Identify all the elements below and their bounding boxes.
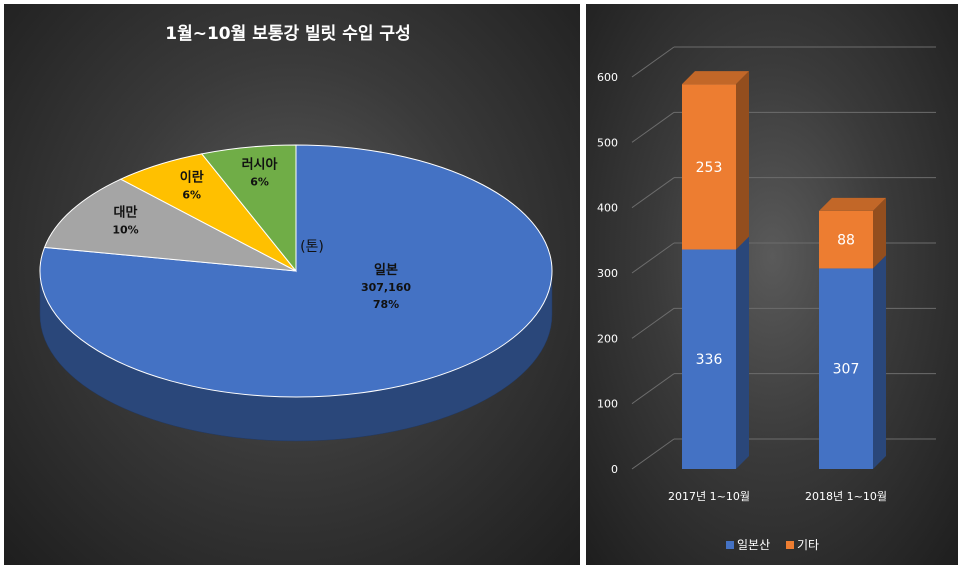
gridline-side <box>631 373 675 405</box>
bar-top-1 <box>819 197 886 211</box>
pie-chart-panel: 1월~10월 보통강 빌릿 수입 구성 일본 307,160 78% 대만 10% 이란 6… <box>4 4 580 565</box>
bar-side-1-1 <box>873 197 886 269</box>
bar-기타-0 <box>682 84 736 250</box>
y-tick-label: 300 <box>597 267 618 280</box>
pie-chart-title: 1월~10월 보통강 빌릿 수입 구성 <box>165 24 410 44</box>
bar-value-label: 307 <box>833 362 860 378</box>
y-tick-label: 400 <box>597 202 618 215</box>
pie-percent-1: 10% <box>112 223 138 236</box>
bar-chart-panel: 0 100 200 300 400 500 600 336 253 2017년 1~10월 307… <box>586 4 958 565</box>
gridline-side <box>631 111 675 143</box>
pie-label-3: 러시아 <box>242 156 278 172</box>
gridline-side <box>631 438 675 470</box>
x-category-label: 2018년 1~10월 <box>805 490 887 503</box>
bar-기타-1 <box>819 210 873 269</box>
bar-side-1-0 <box>736 71 749 250</box>
legend-label-0: 일본산 <box>737 538 770 552</box>
pie-percent-2: 6% <box>182 189 201 202</box>
pie-percent-0: 78% <box>373 298 399 311</box>
y-tick-label: 600 <box>597 71 618 84</box>
pie-label-2: 이란 <box>180 170 204 186</box>
bar-chart: 0 100 200 300 400 500 600 336 253 2017년 1~10월 307… <box>597 46 936 552</box>
gridline-side <box>631 307 675 339</box>
pie-chart: 1월~10월 보통강 빌릿 수입 구성 일본 307,160 78% 대만 10% 이란 6… <box>39 24 553 442</box>
bar-일본산-0 <box>682 249 736 469</box>
y-tick-label: 500 <box>597 136 618 149</box>
legend-label-1: 기타 <box>797 538 819 552</box>
gridline-side <box>631 242 675 274</box>
bar-side-0-0 <box>736 236 749 469</box>
bar-value-label: 336 <box>696 352 723 368</box>
y-tick-label: 100 <box>597 398 618 411</box>
unit-label: (톤) <box>300 239 324 255</box>
legend-swatch-1 <box>786 541 794 549</box>
pie-label-0: 일본 <box>374 263 398 278</box>
bar-side-0-1 <box>873 255 886 469</box>
pie-value-0: 307,160 <box>361 281 411 294</box>
pie-label-1: 대만 <box>114 204 138 220</box>
bar-일본산-1 <box>819 268 873 469</box>
pie-percent-3: 6% <box>250 175 269 188</box>
gridline-side <box>631 177 675 209</box>
gridline-side <box>631 46 675 78</box>
legend-swatch-0 <box>726 541 734 549</box>
bar-top-0 <box>682 71 749 85</box>
x-category-label: 2017년 1~10월 <box>668 490 750 503</box>
y-tick-label: 200 <box>597 332 618 345</box>
bar-value-label: 253 <box>696 160 723 176</box>
y-tick-label: 0 <box>611 463 618 476</box>
pie-slice-1 <box>43 178 297 272</box>
bar-value-label: 88 <box>837 233 855 249</box>
pie-slice-3 <box>200 144 297 273</box>
